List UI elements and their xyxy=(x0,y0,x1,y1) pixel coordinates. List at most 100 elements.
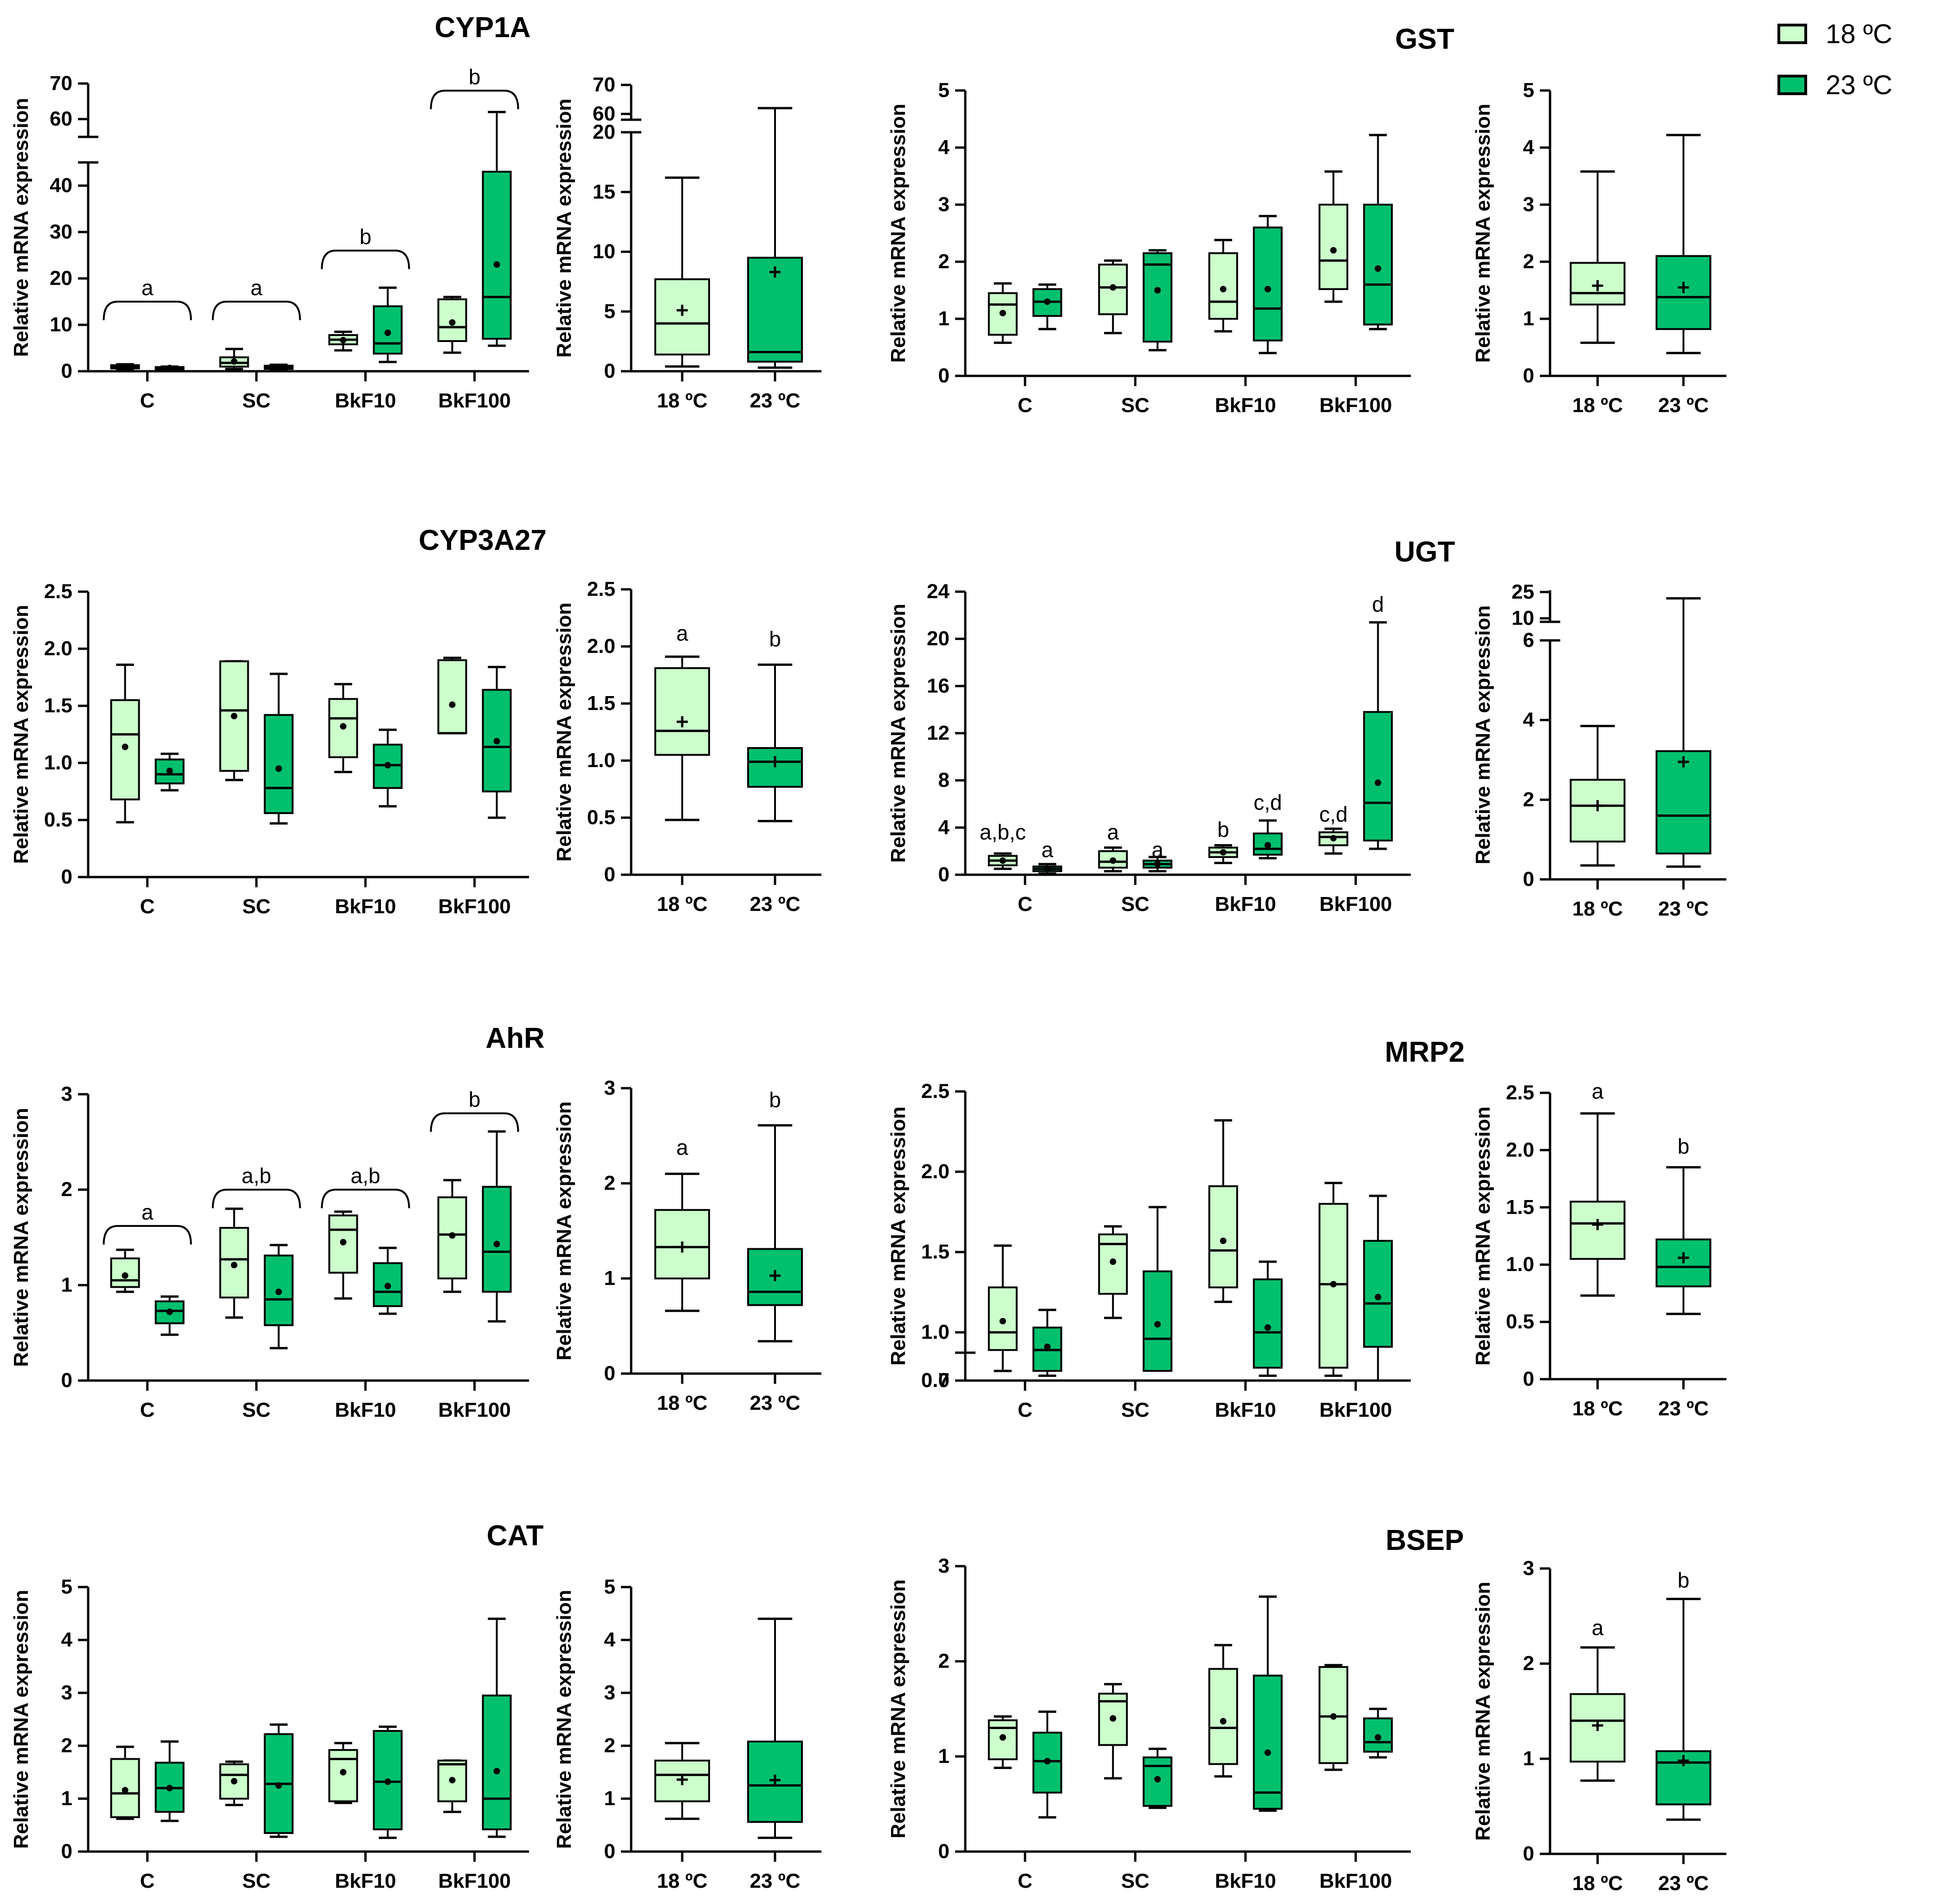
mean-marker xyxy=(122,743,129,750)
significance-letter: a xyxy=(1151,838,1163,862)
mean-marker xyxy=(166,768,173,775)
significance-letter: a xyxy=(1107,820,1119,844)
mean-marker xyxy=(449,1232,456,1239)
y-tick-label: 5 xyxy=(61,1575,72,1598)
box-18c xyxy=(988,282,1018,344)
x-tick-label: BkF100 xyxy=(438,1399,511,1421)
box-iqr xyxy=(1363,711,1393,842)
mean-marker xyxy=(231,358,238,365)
y-tick-label: 1.5 xyxy=(921,1240,950,1263)
x-tick-label: BkF100 xyxy=(438,1870,511,1892)
x-tick-label: 18 ºC xyxy=(1572,1397,1623,1420)
y-tick-label: 8 xyxy=(938,769,950,792)
x-tick-label: SC xyxy=(1121,394,1150,417)
box-18c xyxy=(328,1210,358,1300)
box-23c xyxy=(482,665,512,819)
box-23c xyxy=(1363,621,1393,850)
x-tick-label: BkF100 xyxy=(1319,893,1392,916)
y-tick-label: 2 xyxy=(938,1650,950,1672)
box-23c xyxy=(1363,1194,1393,1382)
box-23c xyxy=(373,729,403,807)
box-23c xyxy=(1655,1166,1712,1315)
box-18c xyxy=(1208,239,1238,333)
x-tick-label: 18 ºC xyxy=(657,1392,707,1414)
significance-letter: a xyxy=(1592,1079,1604,1103)
box-iqr xyxy=(1208,1185,1238,1289)
significance-bracket xyxy=(212,1188,301,1208)
mean-marker xyxy=(1220,286,1227,293)
y-tick-label: 3 xyxy=(604,1681,615,1704)
y-axis-label: Relative mRNA expression xyxy=(10,605,32,864)
mean-marker xyxy=(449,1777,456,1784)
box-18c xyxy=(1318,827,1349,855)
mean-marker xyxy=(1110,857,1117,864)
box-18c xyxy=(110,363,140,371)
mean-marker xyxy=(493,738,500,745)
x-tick-label: C xyxy=(140,895,155,918)
x-tick-label: BkF10 xyxy=(1215,893,1276,916)
box-23c xyxy=(155,1740,185,1822)
box-iqr xyxy=(747,1248,803,1306)
significance-letter: a xyxy=(251,276,263,300)
y-tick-label: 1.5 xyxy=(587,692,615,715)
x-tick-label: BkF10 xyxy=(335,389,396,412)
y-tick-label: 3 xyxy=(1523,1557,1534,1580)
mean-marker xyxy=(999,857,1006,864)
y-tick-label: 2.5 xyxy=(587,578,615,600)
y-tick-label: 1.0 xyxy=(44,751,72,774)
x-tick-label: 23 ºC xyxy=(1658,394,1709,417)
box-18c xyxy=(219,1207,249,1319)
significance-bracket xyxy=(430,1112,519,1132)
y-axis-label: Relative mRNA expression xyxy=(1472,605,1494,864)
box-23c xyxy=(482,1130,512,1323)
mean-marker xyxy=(1220,1237,1227,1244)
chart-title: GST xyxy=(1395,23,1454,55)
mean-marker xyxy=(166,1308,173,1315)
mean-marker xyxy=(384,1283,391,1290)
x-tick-label: BkF10 xyxy=(335,895,396,918)
box-18c xyxy=(1208,844,1238,865)
x-tick-label: BkF100 xyxy=(1319,1870,1392,1892)
mean-marker xyxy=(122,1787,129,1794)
y-tick-label: 70 xyxy=(50,72,72,95)
panel-cyp3a27-temp: 0 0.5 1.0 1.5 2.0 2.5 Relative mRNA expression… xyxy=(553,578,821,916)
y-tick-label: 0 xyxy=(1523,1368,1534,1390)
significance-letter: a xyxy=(1041,838,1053,862)
y-tick-label: 5 xyxy=(604,300,615,323)
y-tick-label: 1.0 xyxy=(587,749,615,772)
y-axis-label: Relative mRNA expression xyxy=(10,98,32,357)
panel-ahr-temp: 0 1 2 3 Relative mRNA expression 18 ºC 23 ºC a b xyxy=(553,1077,821,1414)
box-23c xyxy=(747,1617,803,1839)
mean-marker xyxy=(384,762,391,768)
box-iqr xyxy=(1570,1200,1626,1260)
y-tick-label: 2.0 xyxy=(1506,1138,1534,1161)
box-iqr xyxy=(1253,1674,1283,1810)
y-tick-label: 2.5 xyxy=(1506,1081,1534,1104)
box-23c xyxy=(373,1246,403,1315)
box-iqr xyxy=(264,714,294,814)
mean-marker xyxy=(493,1768,500,1775)
y-tick-label: 1 xyxy=(61,1787,72,1810)
y-tick-label: 24 xyxy=(927,580,950,603)
box-23c xyxy=(1032,1710,1062,1819)
y-tick-label: 25 xyxy=(1512,581,1534,603)
y-tick-label: 40 xyxy=(50,174,72,197)
box-18c xyxy=(328,1742,358,1804)
box-iqr xyxy=(1363,1717,1393,1753)
box-23c xyxy=(264,1244,294,1349)
box-18c xyxy=(1318,170,1349,303)
y-axis-label: Relative mRNA expression xyxy=(553,1101,575,1360)
y-tick-label: 0 xyxy=(61,1840,72,1863)
box-18c xyxy=(328,683,358,774)
significance-letter: a xyxy=(142,1200,154,1224)
y-tick-label: 30 xyxy=(50,220,72,243)
x-tick-label: 18 ºC xyxy=(657,893,707,916)
y-axis-label: Relative mRNA expression xyxy=(553,98,575,357)
box-18c xyxy=(219,660,249,781)
y-tick-label: 0.5 xyxy=(44,808,72,831)
box-18c xyxy=(988,852,1018,870)
panel-gst-temp: 0 1 2 3 4 5 Relative mRNA expression 18 ºC 23 ºC xyxy=(1472,79,1726,417)
y-tick-label: 2.5 xyxy=(44,580,72,603)
box-iqr xyxy=(1208,1668,1238,1765)
significance-letter: b xyxy=(469,65,481,89)
